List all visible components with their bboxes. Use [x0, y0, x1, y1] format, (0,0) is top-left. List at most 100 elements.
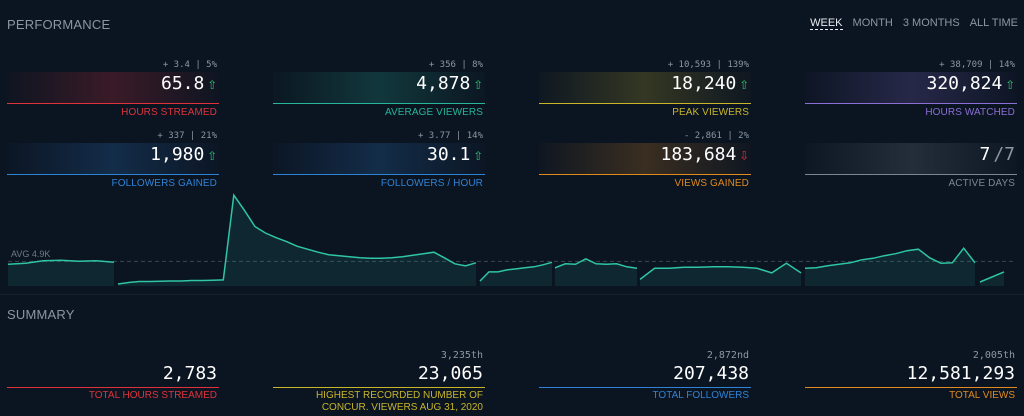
chart-series-line — [639, 262, 802, 280]
stat-value: 183,684 — [660, 144, 737, 165]
summary-label-line1: TOTAL VIEWS — [949, 390, 1015, 401]
tab-month[interactable]: MONTH — [852, 17, 893, 29]
stat-value: 320,824 — [926, 73, 1003, 94]
summary-total-views: 2,005th 12,581,293 TOTAL VIEWS — [805, 350, 1017, 412]
chart-series-line — [979, 271, 1005, 283]
summary-rank: 3,235th — [440, 350, 483, 361]
stat-value: 30.1 — [427, 144, 471, 165]
stat-delta: + 337 | 21% — [157, 131, 217, 141]
tab-3-months[interactable]: 3 MONTHS — [902, 17, 960, 29]
summary-value: 23,065 — [417, 363, 483, 384]
chart-area-segment — [118, 195, 476, 286]
stat-delta: + 10,593 | 139% — [667, 60, 749, 70]
stat-delta: + 38,709 | 14% — [939, 60, 1015, 70]
stat-value-wrap: 65.8 ⇧ — [161, 73, 217, 94]
stat-value-wrap: 183,684 ⇩ — [661, 144, 750, 165]
summary-value: 12,581,293 — [906, 363, 1015, 384]
summary-label: TOTAL VIEWS — [949, 390, 1015, 402]
stat-glow — [273, 72, 485, 104]
stat-label: FOLLOWERS / HOUR — [380, 178, 483, 189]
stat-delta: + 3.77 | 14% — [417, 131, 483, 141]
viewer-chart — [7, 193, 1016, 286]
trend-arrow-icon: ⇧ — [207, 73, 217, 93]
time-range-tabs: WEEK MONTH 3 MONTHS ALL TIME — [810, 17, 1018, 30]
summary-underline — [539, 387, 751, 388]
performance-title: PERFORMANCE — [7, 17, 111, 32]
summary-peak-viewers: 3,235th 23,065 HIGHEST RECORDED NUMBER O… — [273, 350, 485, 413]
stat-underline — [273, 103, 485, 104]
stat-value-wrap: 1,980 ⇧ — [150, 144, 217, 165]
stat-underline — [805, 103, 1017, 104]
chart-area-segment — [480, 262, 552, 286]
stat-underline — [7, 103, 219, 104]
trend-arrow-icon: ⇧ — [1005, 73, 1015, 93]
summary-value: 2,783 — [162, 363, 217, 384]
stat-peak-viewers: + 10,593 | 139% 18,240 ⇧ PEAK VIEWERS — [539, 60, 751, 118]
summary-underline — [805, 387, 1017, 388]
stat-glow — [7, 72, 219, 104]
stat-label: ACTIVE DAYS — [948, 178, 1015, 189]
chart-series-line — [7, 259, 115, 266]
trend-arrow-icon: ⇧ — [473, 73, 483, 93]
stat-followers-gained: + 337 | 21% 1,980 ⇧ FOLLOWERS GAINED — [7, 131, 219, 189]
summary-title: SUMMARY — [7, 307, 75, 322]
stat-label: HOURS STREAMED — [121, 107, 217, 118]
stat-label: PEAK VIEWERS — [672, 107, 749, 118]
stat-label: FOLLOWERS GAINED — [111, 178, 217, 189]
stat-views-gained: - 2,861 | 2% 183,684 ⇩ VIEWS GAINED — [539, 131, 751, 189]
stat-glow — [805, 72, 1017, 104]
stat-underline — [7, 174, 219, 175]
summary-label: TOTAL FOLLOWERS — [653, 390, 750, 402]
trend-arrow-icon: ⇧ — [739, 73, 749, 93]
stat-glow — [7, 143, 219, 175]
stat-underline — [273, 174, 485, 175]
stat-delta: - 2,861 | 2% — [683, 131, 749, 141]
chart-area-segment — [555, 258, 637, 286]
tab-week[interactable]: WEEK — [810, 17, 843, 30]
summary-underline — [273, 387, 485, 388]
stat-delta: + 356 | 8% — [428, 60, 483, 70]
stat-label: AVERAGE VIEWERS — [384, 107, 483, 118]
trend-arrow-icon: ⇧ — [207, 144, 217, 164]
summary-label: TOTAL HOURS STREAMED — [89, 390, 217, 402]
stat-underline — [805, 174, 1017, 175]
stat-glow — [539, 143, 751, 175]
stat-value-suffix: /7 — [993, 144, 1015, 165]
stat-underline — [539, 174, 751, 175]
stat-delta: + 3.4 | 5% — [162, 60, 217, 70]
trend-arrow-icon: ⇧ — [473, 144, 483, 164]
summary-total-followers: 2,872nd 207,438 TOTAL FOLLOWERS — [539, 350, 751, 412]
summary-value: 207,438 — [673, 363, 749, 384]
summary-label-line1: TOTAL FOLLOWERS — [652, 390, 750, 401]
summary-label-line2: CONCUR. VIEWERS AUG 31, 2020 — [321, 402, 483, 413]
chart-series-line — [804, 246, 976, 270]
chart-area-segment — [980, 271, 1004, 286]
section-divider — [0, 294, 1024, 295]
summary-rank: 2,872nd — [706, 350, 749, 361]
stat-value: 18,240 — [671, 73, 737, 94]
stat-value: 65.8 — [161, 73, 205, 94]
stat-active-days: 7/7 ACTIVE DAYS — [805, 131, 1017, 189]
stat-average-viewers: + 356 | 8% 4,878 ⇧ AVERAGE VIEWERS — [273, 60, 485, 118]
stat-value-wrap: 18,240 ⇧ — [671, 73, 749, 94]
stat-value-wrap: 4,878 ⇧ — [416, 73, 483, 94]
stat-value: 1,980 — [150, 144, 205, 165]
stat-underline — [539, 103, 751, 104]
stat-hours-streamed: + 3.4 | 5% 65.8 ⇧ HOURS STREAMED — [7, 60, 219, 118]
chart-area-segment — [805, 248, 975, 286]
stat-label: HOURS WATCHED — [925, 107, 1015, 118]
chart-area-segment — [640, 263, 801, 286]
stat-value-wrap: 320,824 ⇧ — [927, 73, 1016, 94]
summary-label-line1: HIGHEST RECORDED NUMBER OF — [315, 390, 483, 401]
stat-value-wrap: 30.1 ⇧ — [427, 144, 483, 165]
average-label: AVG 4.9K — [11, 249, 51, 260]
stat-value: 7 — [979, 144, 991, 165]
chart-series-line — [479, 261, 553, 282]
stat-glow — [805, 143, 1017, 175]
chart-series-line — [554, 257, 638, 270]
chart-area-segment — [8, 260, 114, 286]
trend-arrow-icon: ⇩ — [739, 144, 749, 164]
stat-hours-watched: + 38,709 | 14% 320,824 ⇧ HOURS WATCHED — [805, 60, 1017, 118]
summary-rank: 2,005th — [972, 350, 1015, 361]
tab-all-time[interactable]: ALL TIME — [969, 17, 1018, 29]
